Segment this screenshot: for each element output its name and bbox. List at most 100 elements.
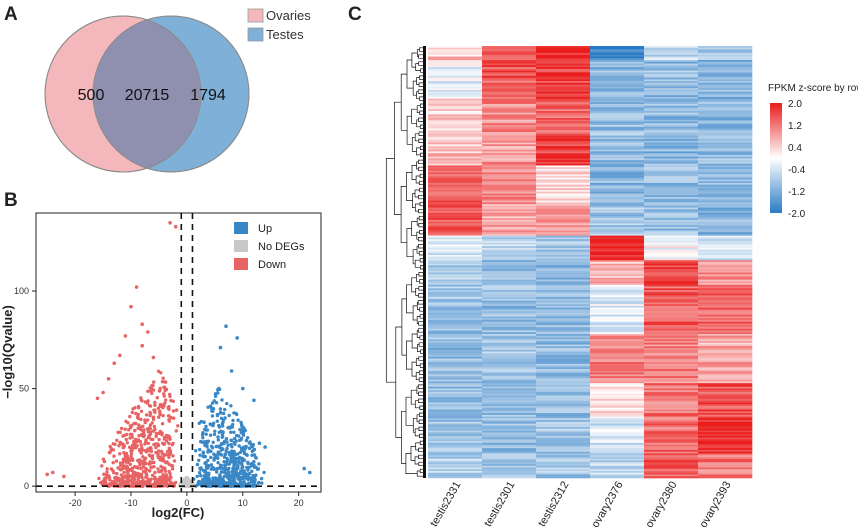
heatmap-cell [590, 474, 645, 477]
volcano-point-down [136, 475, 140, 479]
dendrogram-branch [410, 389, 417, 405]
dendrogram-branch [418, 215, 426, 221]
heatmap-cell [644, 118, 699, 121]
heatmap-cell [698, 51, 753, 54]
dendrogram-branch [411, 136, 417, 152]
volcano-point-down [157, 415, 161, 419]
heatmap-cell [644, 79, 699, 82]
heatmap-cell [644, 82, 699, 85]
heatmap-cell [428, 472, 483, 475]
heatmap-cell [698, 158, 753, 161]
heatmap-cell [428, 332, 483, 335]
heatmap-cell [644, 184, 699, 187]
dendrogram-branch [406, 284, 414, 314]
heatmap-cell [428, 418, 483, 421]
volcano-point-down [147, 403, 152, 408]
heatmap-cell [428, 390, 483, 393]
heatmap-cell [590, 146, 645, 149]
heatmap-cell [536, 126, 591, 129]
heatmap-cell [590, 167, 645, 170]
volcano-point-down [157, 431, 161, 436]
heatmap-cell [482, 293, 537, 296]
volcano-point-up [216, 435, 220, 439]
volcano-point-up [198, 453, 202, 457]
heatmap-cell [590, 362, 645, 365]
heatmap-cell [590, 116, 645, 119]
heatmap-cell [590, 304, 645, 307]
heatmap-cell [698, 70, 753, 73]
heatmap-cell [536, 114, 591, 117]
heatmap-cell [590, 209, 645, 212]
heatmap-cell [536, 325, 591, 328]
heatmap-cell [590, 355, 645, 358]
heatmap-cell [644, 414, 699, 417]
heatmap-cell [536, 279, 591, 282]
volcano-point-up [250, 453, 254, 457]
heatmap-cell [698, 411, 753, 414]
heatmap-cell [536, 239, 591, 242]
volcano-point-up [226, 443, 230, 447]
heatmap-cell [482, 58, 537, 61]
heatmap-cell [698, 118, 753, 121]
heatmap-cell [644, 411, 699, 414]
volcano-point-up [197, 458, 201, 462]
heatmap-cell [482, 140, 537, 143]
heatmap-cell [536, 355, 591, 358]
heatmap-cell [590, 103, 645, 107]
heatmap-cell [644, 362, 699, 365]
volcano-point-up [215, 413, 220, 418]
heatmap-cell [644, 125, 699, 128]
heatmap-cells [428, 46, 753, 479]
heatmap-cell [482, 384, 537, 387]
heatmap-cell [644, 223, 699, 226]
heatmap-cell [644, 365, 699, 368]
heatmap-cell [536, 370, 591, 373]
heatmap-cell [428, 339, 483, 342]
dendrogram-branch [419, 433, 426, 438]
heatmap-cell [536, 314, 591, 317]
volcano-point-up [218, 473, 222, 477]
heatmap-cell [428, 197, 483, 200]
heatmap-cell [644, 260, 699, 263]
heatmap-cell [698, 428, 753, 431]
heatmap-cell [536, 442, 591, 445]
heatmap-cell [536, 284, 591, 287]
heatmap-cell [698, 95, 753, 98]
volcano-point-up [207, 484, 212, 488]
volcano-point-down [105, 467, 109, 471]
heatmap-cell [644, 360, 699, 363]
heatmap-cell [428, 314, 483, 317]
heatmap-cell [428, 158, 483, 161]
heatmap-cell [698, 395, 753, 398]
heatmap-cell [482, 242, 537, 245]
heatmap-cell [644, 367, 699, 370]
heatmap-cell [644, 158, 699, 161]
heatmap-cell [428, 239, 483, 242]
heatmap-cell [590, 112, 645, 115]
heatmap-cell [536, 351, 591, 354]
volcano-point-down [132, 440, 136, 444]
heatmap-cell [536, 469, 591, 472]
dendrogram-branch [417, 49, 420, 57]
heatmap-cell [536, 374, 591, 377]
heatmap-cell [644, 321, 699, 324]
heatmap-cell [590, 91, 645, 94]
volcano-point-up [257, 441, 262, 446]
heatmap-cell [482, 458, 537, 461]
heatmap-cell [644, 348, 699, 351]
heatmap-cell [698, 77, 753, 80]
heatmap-cell [482, 311, 537, 314]
heatmap-cell [428, 265, 483, 268]
volcano-point-up [247, 481, 251, 485]
heatmap-cell [698, 332, 753, 335]
volcano-point-down [148, 411, 153, 416]
volcano-point-up [204, 460, 208, 465]
volcano-point-down [158, 388, 162, 393]
heatmap-cell [536, 51, 591, 54]
heatmap-cell [536, 132, 591, 135]
volcano-point-down [141, 424, 145, 428]
heatmap-cell [536, 119, 591, 122]
heatmap-cell [698, 239, 753, 242]
heatmap-cell [590, 154, 645, 157]
volcano-point-up [197, 421, 201, 425]
